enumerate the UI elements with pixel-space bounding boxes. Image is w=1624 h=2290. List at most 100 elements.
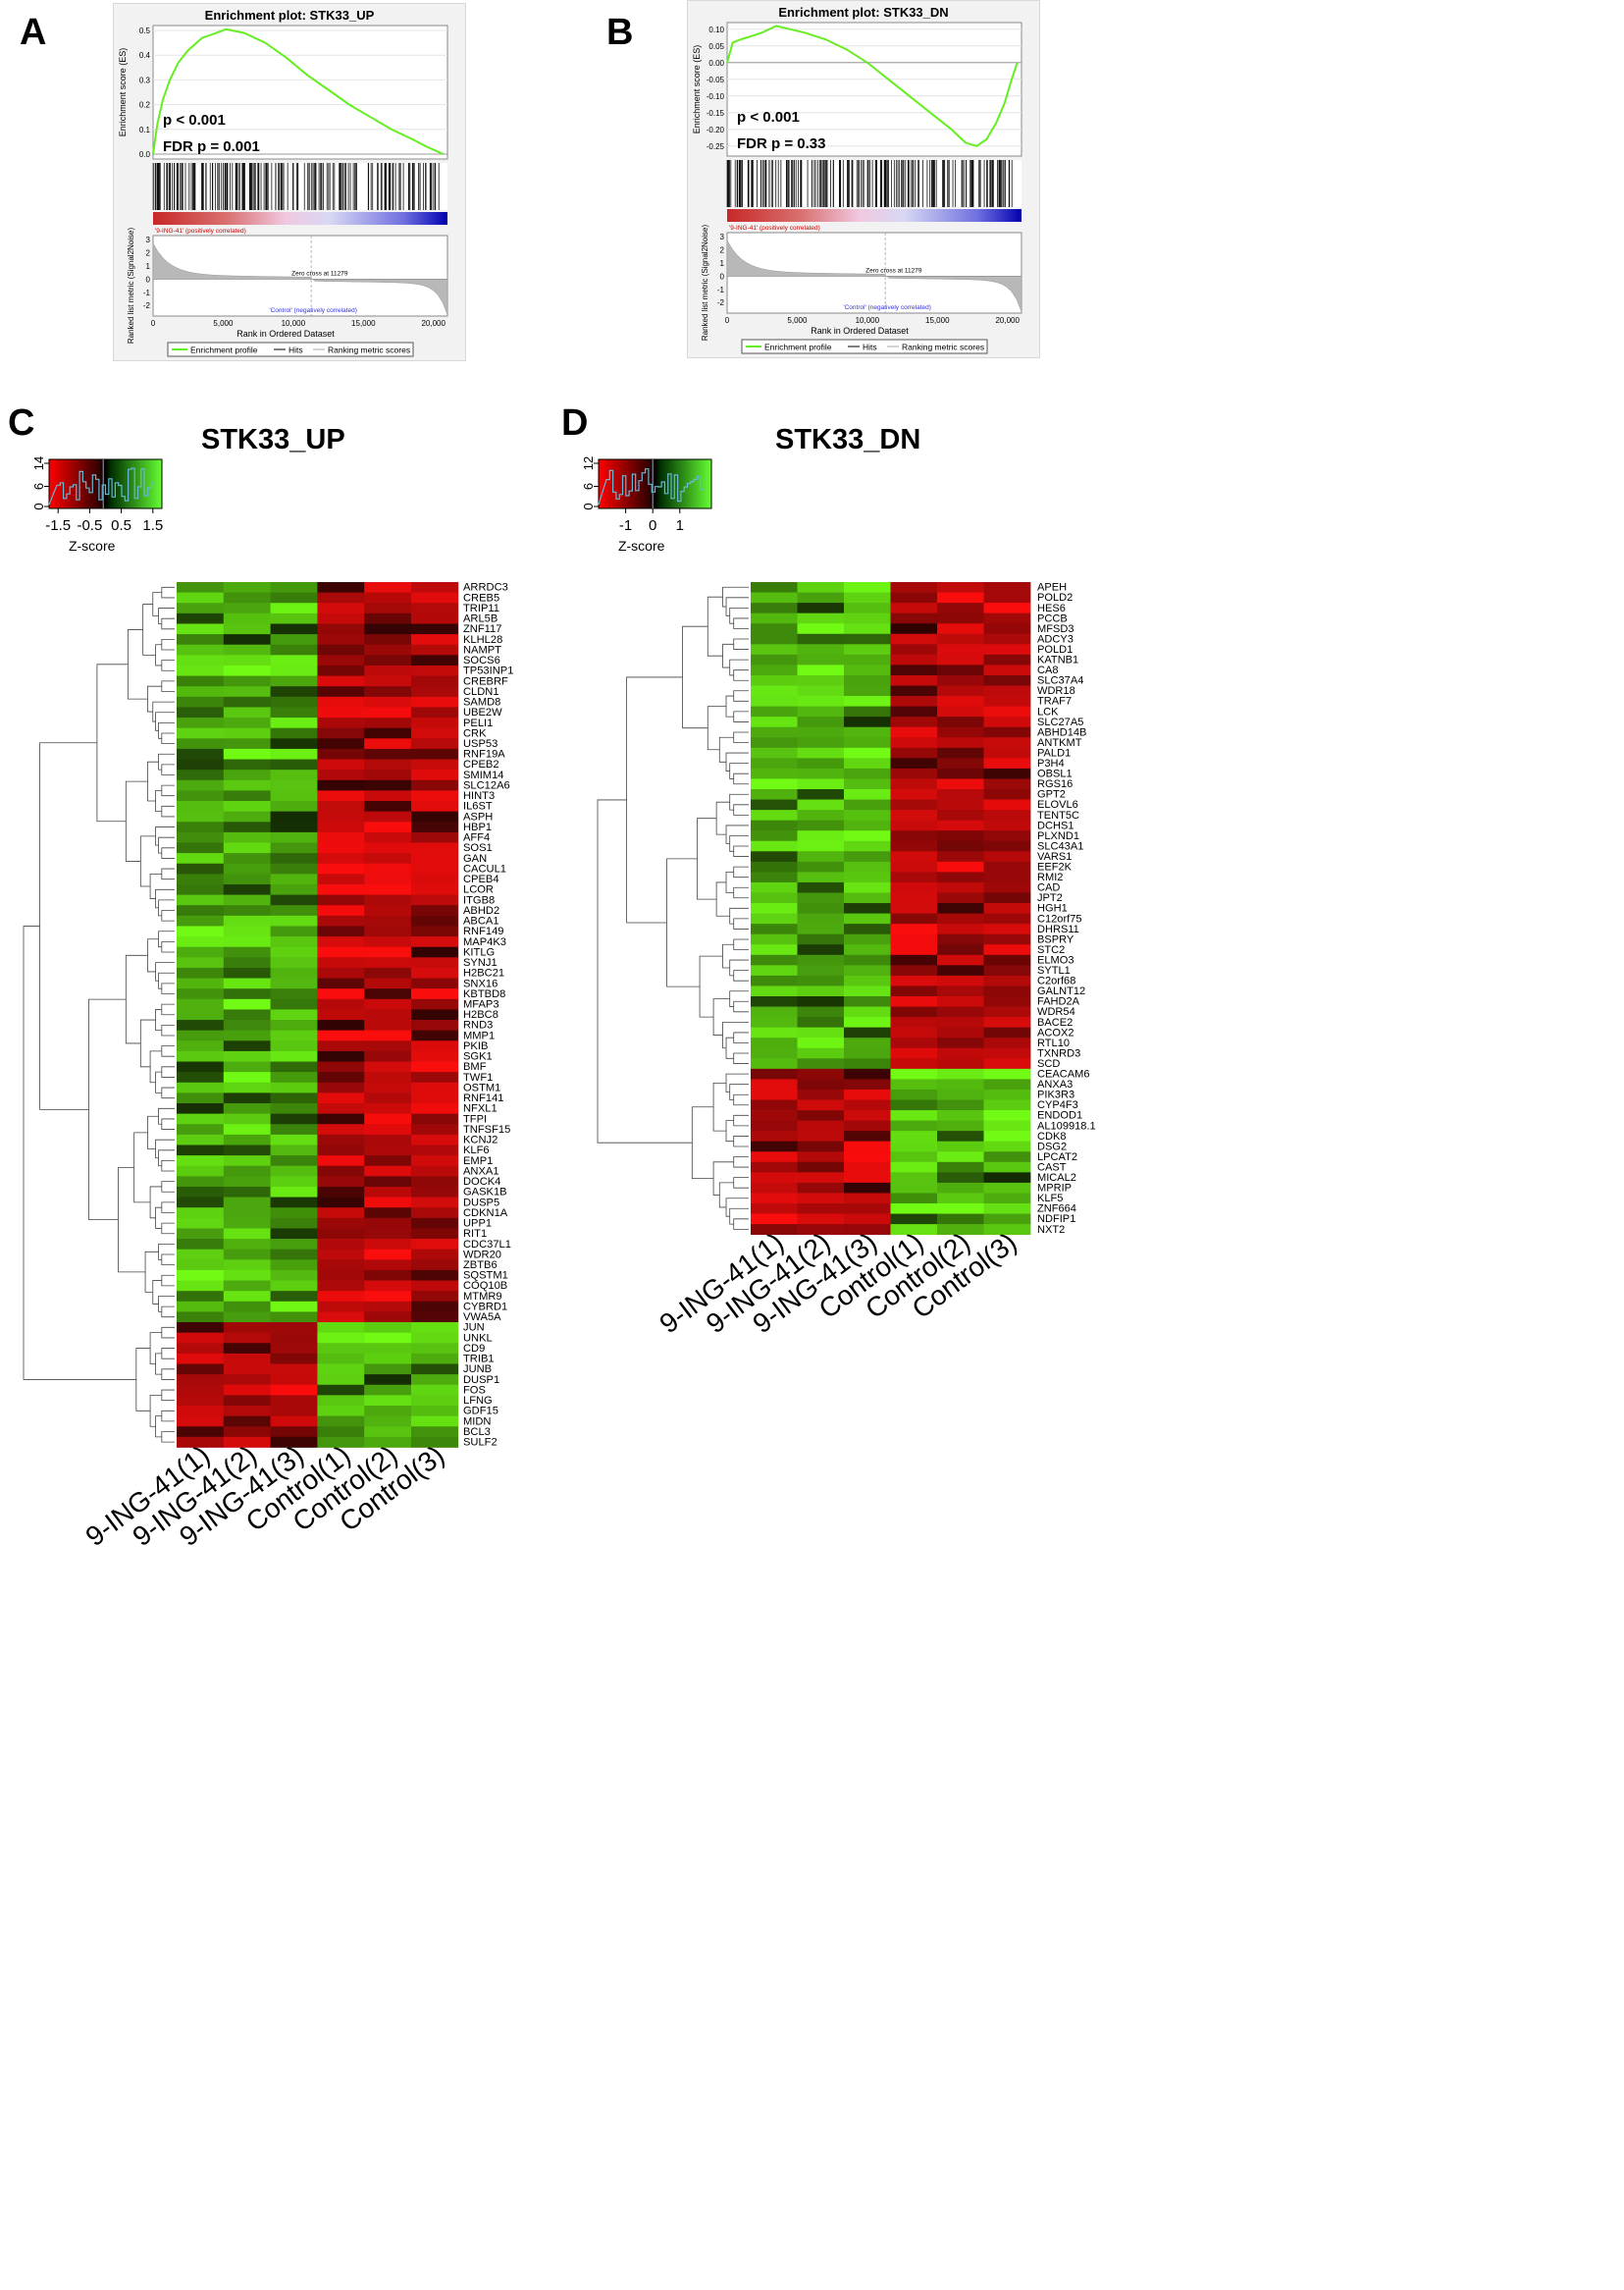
gene-label: RGS16 (1037, 778, 1073, 790)
es-tick-label: 0.1 (139, 126, 151, 134)
heatmap-cell (797, 633, 845, 645)
heatmap-cell (317, 967, 365, 979)
heatmap-cell (411, 1415, 459, 1427)
heatmap-cell (797, 1161, 845, 1173)
heatmap-cell (983, 1038, 1031, 1049)
heatmap-cell (364, 1145, 412, 1156)
gene-label: CDK8 (1037, 1131, 1067, 1143)
heatmap-cell (844, 965, 891, 977)
heatmap-cell (751, 1068, 798, 1080)
heatmap-cell (890, 1151, 938, 1163)
heatmap-cell (844, 1120, 891, 1132)
gene-label: KLHL28 (463, 634, 502, 646)
heatmap-cell (751, 603, 798, 614)
heatmap-cell (890, 644, 938, 656)
heatmap-cell (364, 1020, 412, 1032)
heatmap-cell (223, 644, 271, 656)
rank-tick-label: 3 (720, 233, 725, 241)
heatmap-cell (317, 894, 365, 906)
heatmap-cell (317, 727, 365, 739)
heatmap-cell (797, 975, 845, 986)
heatmap-cell (983, 985, 1031, 997)
heatmap-cell (890, 778, 938, 790)
heatmap-cell (890, 674, 938, 686)
heatmap-cell (844, 810, 891, 822)
heatmap-cell (890, 1110, 938, 1121)
heatmap-cell (317, 1415, 365, 1427)
rank-tick-label: 3 (146, 236, 151, 244)
heatmap-cell (890, 1079, 938, 1091)
heatmap-cell (890, 1172, 938, 1184)
heatmap-cell (890, 1213, 938, 1225)
heatmap-cell (177, 1092, 225, 1104)
heatmap-cell (317, 623, 365, 635)
gene-label: GALNT12 (1037, 985, 1085, 997)
heatmap-cell (751, 654, 798, 666)
heatmap-cell (223, 1040, 271, 1052)
gene-label: APEH (1037, 582, 1067, 594)
heatmap-cell (270, 1426, 318, 1438)
heatmap-cell (751, 726, 798, 738)
heatmap-cell (364, 1207, 412, 1219)
heatmap-cell (270, 1082, 318, 1093)
gene-label: KCNJ2 (463, 1135, 498, 1146)
heatmap-cell (751, 1089, 798, 1100)
heatmap-cell (177, 696, 225, 708)
es-tick-label: 0.00 (708, 59, 724, 68)
heatmap-cell (937, 1017, 984, 1029)
heatmap-cell (364, 1217, 412, 1229)
x-axis-label: Rank in Ordered Dataset (236, 329, 335, 339)
panel-b-gsea-plot: 0.10 0.05 0.00 -0.05 -0.10 -0.15 -0.20 -0.25 Enr… (692, 22, 1022, 354)
heatmap-cell (223, 1155, 271, 1167)
heatmap-cell (751, 933, 798, 945)
heatmap-cell (270, 1092, 318, 1104)
heatmap-cell (270, 1269, 318, 1281)
heatmap-cell (983, 1141, 1031, 1152)
heatmap-cell (270, 1217, 318, 1229)
heatmap-cell (411, 1061, 459, 1073)
heatmap-cell (270, 1050, 318, 1062)
heatmap-cell (177, 738, 225, 750)
heatmap-cell (364, 863, 412, 875)
heatmap-cell (937, 975, 984, 986)
heatmap-cell (411, 1311, 459, 1323)
heatmap-cell (364, 1301, 412, 1312)
heatmap-cell (177, 883, 225, 895)
heatmap-cell (317, 1280, 365, 1292)
heatmap-cell (223, 727, 271, 739)
heatmap-cell (223, 1249, 271, 1260)
heatmap-cell (364, 1050, 412, 1062)
heatmap-cell (177, 790, 225, 802)
row-dendrogram (23, 586, 175, 1443)
heatmap-cell (364, 1332, 412, 1344)
heatmap-cell (890, 933, 938, 945)
heatmap-cell (797, 892, 845, 904)
gene-label: LCOR (463, 884, 494, 896)
heatmap-cell (937, 954, 984, 966)
gene-label: NXT2 (1037, 1224, 1065, 1236)
heatmap-cell (223, 1030, 271, 1041)
heatmap-cell (177, 842, 225, 854)
heatmap-cell (751, 810, 798, 822)
heatmap-cell (364, 1176, 412, 1188)
heatmap-cell (364, 696, 412, 708)
heatmap-cell (270, 1311, 318, 1323)
heatmap-cell (411, 675, 459, 687)
heatmap-cell (270, 718, 318, 729)
heatmap-cell (844, 1058, 891, 1070)
legend-frame (167, 342, 414, 357)
heatmap-cell (317, 915, 365, 927)
heatmap-cell (317, 770, 365, 781)
heatmap-cell (983, 903, 1031, 914)
heatmap-cell (797, 1193, 845, 1204)
gene-label: KLF6 (463, 1145, 490, 1156)
heatmap-cell (937, 1120, 984, 1132)
heatmap-cell (937, 1151, 984, 1163)
gene-label: SQSTM1 (463, 1270, 508, 1282)
heatmap-cell (751, 592, 798, 604)
heatmap-cell (844, 1006, 891, 1018)
x-tick-label: 10,000 (856, 316, 880, 325)
heatmap-cell (983, 1099, 1031, 1111)
heatmap-cell (177, 686, 225, 698)
heatmap-cell (797, 1141, 845, 1152)
